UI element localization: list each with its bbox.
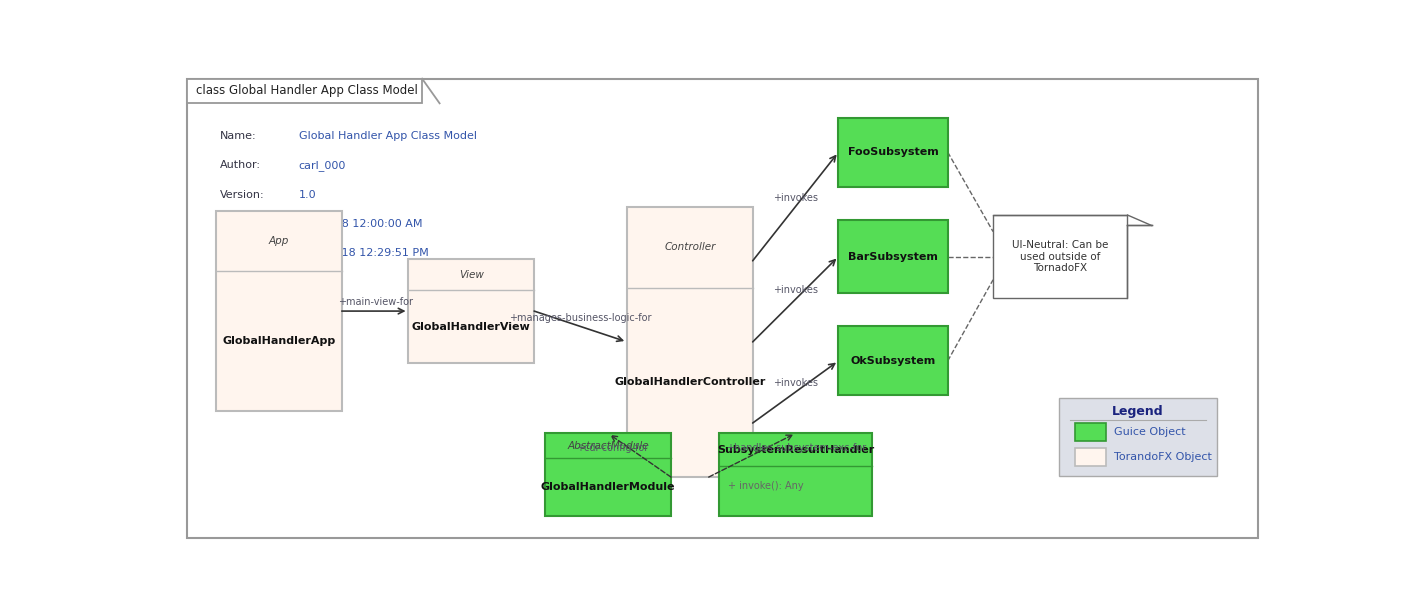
Text: TorandoFX Object: TorandoFX Object [1114,452,1213,462]
FancyBboxPatch shape [1074,423,1105,441]
FancyBboxPatch shape [839,220,948,293]
FancyBboxPatch shape [839,118,948,187]
FancyBboxPatch shape [993,215,1128,298]
Text: GlobalHandlerApp: GlobalHandlerApp [223,336,336,346]
FancyBboxPatch shape [839,326,948,395]
Text: 1.0: 1.0 [299,190,316,200]
FancyBboxPatch shape [188,79,422,103]
Text: Created:: Created: [220,219,268,229]
Text: Legend: Legend [1112,405,1163,418]
Text: 6/10/2018 12:29:51 PM: 6/10/2018 12:29:51 PM [299,248,429,259]
Text: +invokes: +invokes [773,193,818,203]
Text: UI-Neutral: Can be
used outside of
TornadoFX: UI-Neutral: Can be used outside of Torna… [1012,240,1108,273]
Text: FooSubsystem: FooSubsystem [847,147,939,157]
Text: Author:: Author: [220,160,261,170]
Text: GlobalHandlerController: GlobalHandlerController [615,378,766,387]
Text: Version:: Version: [220,190,265,200]
FancyBboxPatch shape [188,79,1258,538]
Text: carl_000: carl_000 [299,160,345,171]
Text: +invokes: +invokes [773,378,818,388]
Text: +cdi-config-for: +cdi-config-for [577,443,649,453]
FancyBboxPatch shape [1059,398,1217,476]
Text: GlobalHandlerModule: GlobalHandlerModule [540,482,675,492]
Text: 6/9/2018 12:00:00 AM: 6/9/2018 12:00:00 AM [299,219,422,229]
Text: +invokes: +invokes [773,285,818,296]
FancyBboxPatch shape [1074,448,1105,466]
Text: SubsystemResultHandler: SubsystemResultHandler [718,445,874,455]
Text: + invoke(): Any: + invoke(): Any [728,481,804,492]
Text: Guice Object: Guice Object [1114,427,1186,437]
FancyBboxPatch shape [719,433,873,516]
Text: +manages-business-logic-for: +manages-business-logic-for [509,313,651,323]
FancyBboxPatch shape [409,259,534,363]
Text: BarSubsystem: BarSubsystem [849,251,938,262]
Text: OkSubsystem: OkSubsystem [850,356,936,366]
Text: App: App [269,237,289,246]
Text: View: View [458,270,484,280]
Text: Name:: Name: [220,131,257,141]
Text: Controller: Controller [664,242,715,253]
Text: Global Handler App Class Model: Global Handler App Class Model [299,131,477,141]
Text: GlobalHandlerView: GlobalHandlerView [412,322,530,332]
Text: +main-view-for: +main-view-for [337,298,413,307]
Text: Updated:: Updated: [220,248,271,259]
Text: +handles-subsystem-exc-for: +handles-subsystem-exc-for [726,443,866,453]
Text: AbstractModule: AbstractModule [567,440,649,451]
FancyBboxPatch shape [627,207,753,477]
Text: class Global Handler App Class Model: class Global Handler App Class Model [196,84,417,97]
FancyBboxPatch shape [546,433,671,516]
FancyBboxPatch shape [216,211,341,411]
